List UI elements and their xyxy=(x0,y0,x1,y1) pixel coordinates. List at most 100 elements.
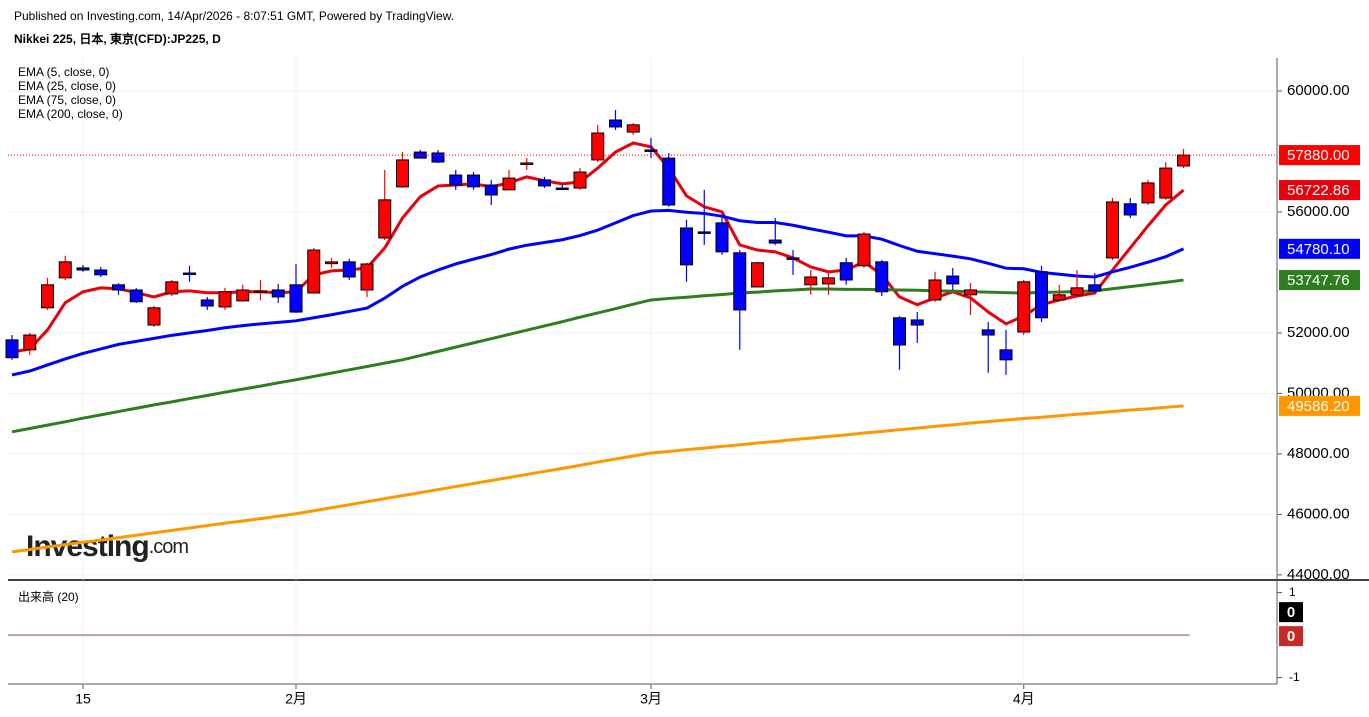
candle-body xyxy=(609,119,622,128)
candle-body xyxy=(23,334,37,351)
candle-body xyxy=(662,157,676,206)
volume-label: 0 xyxy=(1287,604,1295,621)
candle-body xyxy=(1123,203,1137,216)
candle-body xyxy=(1106,201,1119,259)
price-label: 49586.20 xyxy=(1287,398,1350,415)
candle-body xyxy=(591,132,605,161)
candle-body xyxy=(307,249,321,294)
candle-body xyxy=(999,349,1013,361)
price-label-bg xyxy=(1279,270,1360,291)
candle-body xyxy=(928,279,942,301)
price-label-bg xyxy=(1279,145,1360,166)
candle-body xyxy=(1088,284,1102,292)
candle-body xyxy=(857,233,871,267)
volume-label: 0 xyxy=(1287,628,1295,645)
y-tick-label: 46000.00 xyxy=(1287,505,1350,522)
x-tick-label: 3月 xyxy=(640,691,662,707)
candle-body xyxy=(360,263,374,291)
candle-body xyxy=(1052,294,1066,301)
candle-body xyxy=(218,291,232,308)
candle-body xyxy=(1017,281,1031,333)
symbol: Nikkei 225, 日本, 東京(CFD):JP225, D xyxy=(14,31,221,46)
x-tick-label: 4月 xyxy=(1013,691,1035,707)
price-label-bg xyxy=(1279,180,1360,201)
candle-body xyxy=(875,261,889,293)
candle-body xyxy=(946,275,960,285)
volume-y-tick-label: -1 xyxy=(1289,670,1300,684)
candle-body xyxy=(751,262,764,288)
candle-body xyxy=(839,262,853,281)
candle-body xyxy=(1159,167,1173,199)
volume-label-bg xyxy=(1279,602,1303,623)
candle-body xyxy=(573,171,587,189)
candle-body xyxy=(200,299,214,307)
candle-body xyxy=(378,199,392,239)
price-label-bg xyxy=(1279,238,1360,259)
candle-body xyxy=(981,329,995,336)
candle-body xyxy=(520,162,534,165)
candle-body xyxy=(1035,271,1048,319)
candle-body xyxy=(1177,154,1190,167)
candle-body xyxy=(41,284,54,309)
candle-body xyxy=(254,290,267,293)
candle-body xyxy=(413,151,427,159)
candle-body xyxy=(964,289,977,296)
candle-body xyxy=(893,317,906,346)
x-tick-label: 15 xyxy=(75,691,91,707)
ema-line xyxy=(11,278,1184,434)
candle-body xyxy=(449,174,463,186)
volume-title: 出来高 (20) xyxy=(18,589,79,604)
y-tick-label: 60000.00 xyxy=(1287,82,1350,99)
candle-body xyxy=(502,177,516,191)
candle-body xyxy=(147,307,161,326)
candle-body xyxy=(5,339,19,359)
grid xyxy=(8,58,1277,684)
candle-body xyxy=(910,319,924,326)
candle-body xyxy=(786,257,800,260)
candle-body xyxy=(1070,287,1084,296)
legend-entry: EMA (75, close, 0) xyxy=(18,93,116,107)
x-tick-label: 2月 xyxy=(285,691,307,707)
volume-label-bg xyxy=(1279,626,1303,647)
price-label: 56722.86 xyxy=(1287,182,1350,199)
ema-line xyxy=(11,208,1185,377)
candle-body xyxy=(644,149,658,152)
candle-body xyxy=(165,281,179,295)
candle-body xyxy=(342,261,356,278)
ema-line xyxy=(11,404,1184,554)
ema-line xyxy=(11,141,1185,354)
candle-body xyxy=(1141,182,1155,204)
candle-body xyxy=(58,261,72,279)
price-label: 53747.76 xyxy=(1287,272,1350,289)
candle-body xyxy=(768,239,782,244)
candle-body xyxy=(538,179,551,187)
legend-entry: EMA (25, close, 0) xyxy=(18,79,116,93)
candle-body xyxy=(325,261,338,265)
candle-body xyxy=(94,269,108,276)
candle-body xyxy=(697,231,711,234)
candle-body xyxy=(680,227,693,266)
legend-entry: EMA (5, close, 0) xyxy=(18,65,109,79)
price-label: 54780.10 xyxy=(1287,241,1350,258)
candle-body xyxy=(804,276,818,286)
candle-body xyxy=(129,289,143,303)
y-tick-label: 48000.00 xyxy=(1287,445,1350,462)
legend-entry: EMA (200, close, 0) xyxy=(18,107,123,121)
candle-body xyxy=(626,124,640,133)
candle-body xyxy=(289,284,303,313)
candle-body xyxy=(467,174,480,188)
y-tick-label: 52000.00 xyxy=(1287,324,1350,341)
candle-body xyxy=(236,289,250,302)
candle-body xyxy=(555,187,569,191)
candle-body xyxy=(822,277,835,285)
published: Published on Investing.com, 14/Apr/2026 … xyxy=(14,9,454,23)
candle-body xyxy=(76,267,90,271)
volume-y-tick-label: 1 xyxy=(1289,585,1296,599)
y-tick-label: 44000.00 xyxy=(1287,566,1350,583)
candle-body xyxy=(484,184,498,196)
y-tick-label: 56000.00 xyxy=(1287,203,1350,220)
candle-body xyxy=(431,152,445,163)
candle-body xyxy=(183,272,196,276)
candle-body xyxy=(271,289,285,298)
